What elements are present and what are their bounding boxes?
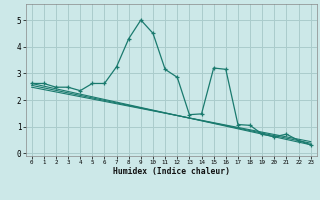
X-axis label: Humidex (Indice chaleur): Humidex (Indice chaleur) (113, 167, 230, 176)
